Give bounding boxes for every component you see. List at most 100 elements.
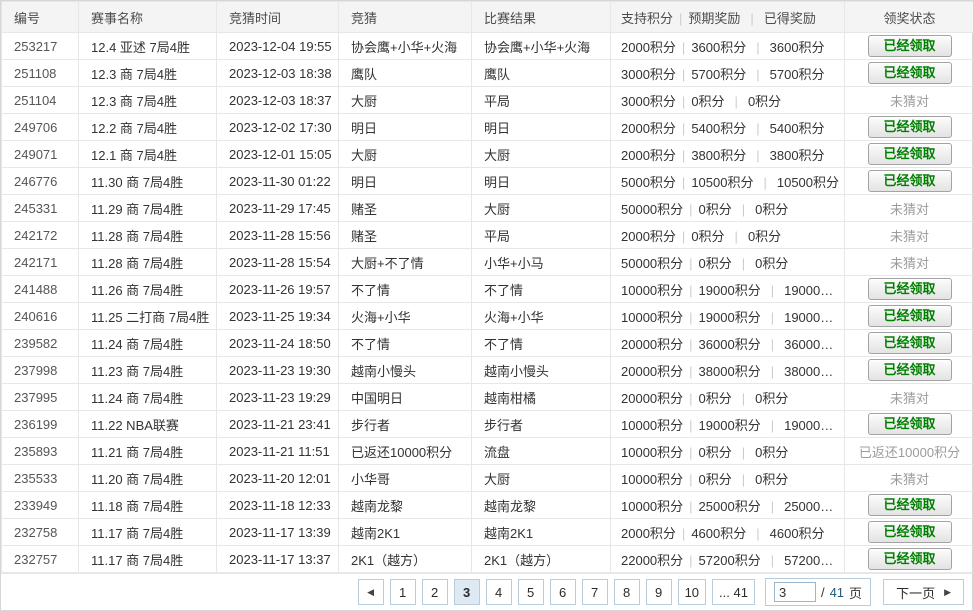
row-support: 50000积分 bbox=[621, 256, 683, 271]
row-time: 2023-12-02 17:30 bbox=[217, 114, 339, 141]
row-points: 2000积分|5400积分|5400积分 bbox=[611, 114, 845, 141]
claim-status-button[interactable]: 已经领取 bbox=[868, 116, 952, 138]
claim-status-button[interactable]: 已经领取 bbox=[868, 62, 952, 84]
prev-arrow-icon: ◀ bbox=[367, 588, 374, 597]
row-result: 鹰队 bbox=[472, 60, 611, 87]
next-page-button[interactable]: 下一页 ▶ bbox=[883, 579, 964, 605]
row-status-cell: 未猜对 bbox=[845, 222, 973, 249]
page-button-8[interactable]: 8 bbox=[614, 579, 640, 605]
table-row: 237995 11.24 商 7局4胜 2023-11-23 19:29 中国明… bbox=[2, 384, 973, 411]
points-separator: | bbox=[689, 472, 692, 487]
row-expected: 0积分 bbox=[699, 202, 732, 217]
page-jump-input[interactable] bbox=[774, 582, 816, 602]
row-expected: 4600积分 bbox=[691, 526, 746, 541]
prev-page-button[interactable]: ◀ bbox=[358, 579, 384, 605]
points-separator: | bbox=[756, 121, 759, 136]
page-button-3[interactable]: 3 bbox=[454, 579, 480, 605]
points-separator: | bbox=[682, 175, 685, 190]
row-status-cell: 已返还10000积分 bbox=[845, 438, 973, 465]
points-separator: | bbox=[742, 472, 745, 487]
points-separator: | bbox=[682, 94, 685, 109]
row-result: 越南小慢头 bbox=[472, 357, 611, 384]
row-expected: 0积分 bbox=[691, 229, 724, 244]
table-row: 249706 12.2 商 7局4胜 2023-12-02 17:30 明日 明… bbox=[2, 114, 973, 141]
row-event: 11.28 商 7局4胜 bbox=[79, 222, 217, 249]
row-points: 10000积分|0积分|0积分 bbox=[611, 465, 845, 492]
points-separator: | bbox=[689, 418, 692, 433]
row-points: 10000积分|25000积分|25000积分 bbox=[611, 492, 845, 519]
page-button-41[interactable]: ... 41 bbox=[712, 579, 755, 605]
row-time: 2023-12-03 18:37 bbox=[217, 87, 339, 114]
claim-status-button[interactable]: 已经领取 bbox=[868, 359, 952, 381]
row-expected: 0积分 bbox=[699, 472, 732, 487]
row-received: 0积分 bbox=[755, 445, 788, 460]
row-expected: 3600积分 bbox=[691, 40, 746, 55]
points-separator: | bbox=[771, 499, 774, 514]
row-status-cell: 未猜对 bbox=[845, 249, 973, 276]
row-id: 245331 bbox=[2, 195, 79, 222]
row-received: 0积分 bbox=[755, 202, 788, 217]
row-received: 0积分 bbox=[755, 256, 788, 271]
row-result: 越南龙黎 bbox=[472, 492, 611, 519]
claim-status-button[interactable]: 已经领取 bbox=[868, 278, 952, 300]
claim-status-button[interactable]: 已经领取 bbox=[868, 413, 952, 435]
page-button-2[interactable]: 2 bbox=[422, 579, 448, 605]
status-text: 未猜对 bbox=[890, 472, 929, 487]
claim-status-button[interactable]: 已经领取 bbox=[868, 35, 952, 57]
claim-status-button[interactable]: 已经领取 bbox=[868, 143, 952, 165]
row-points: 3000积分|5700积分|5700积分 bbox=[611, 60, 845, 87]
points-separator: | bbox=[771, 553, 774, 568]
page-button-7[interactable]: 7 bbox=[582, 579, 608, 605]
points-separator: | bbox=[742, 445, 745, 460]
table-header-row: 编号 赛事名称 竞猜时间 竞猜 比赛结果 支持积分|预期奖励|已得奖励 领奖状态 bbox=[2, 2, 973, 33]
row-status-cell: 已经领取 bbox=[845, 357, 973, 384]
row-id: 242172 bbox=[2, 222, 79, 249]
table-row: 251104 12.3 商 7局4胜 2023-12-03 18:37 大厨 平… bbox=[2, 87, 973, 114]
row-points: 22000积分|57200积分|57200积分 bbox=[611, 546, 845, 573]
row-bet: 明日 bbox=[339, 114, 472, 141]
row-support: 3000积分 bbox=[621, 94, 676, 109]
row-bet: 步行者 bbox=[339, 411, 472, 438]
row-expected: 38000积分 bbox=[699, 364, 761, 379]
points-separator: | bbox=[689, 364, 692, 379]
row-support: 2000积分 bbox=[621, 229, 676, 244]
points-separator: | bbox=[682, 148, 685, 163]
row-expected: 0积分 bbox=[699, 391, 732, 406]
next-page-label: 下一页 bbox=[896, 583, 935, 602]
row-expected: 0积分 bbox=[691, 94, 724, 109]
row-support: 2000积分 bbox=[621, 148, 676, 163]
header-points: 支持积分|预期奖励|已得奖励 bbox=[611, 2, 845, 33]
table-row: 242172 11.28 商 7局4胜 2023-11-28 15:56 赌圣 … bbox=[2, 222, 973, 249]
row-support: 10000积分 bbox=[621, 499, 683, 514]
row-expected: 19000积分 bbox=[699, 418, 761, 433]
points-separator: | bbox=[735, 94, 738, 109]
row-result: 步行者 bbox=[472, 411, 611, 438]
page-button-1[interactable]: 1 bbox=[390, 579, 416, 605]
page-button-6[interactable]: 6 bbox=[550, 579, 576, 605]
row-time: 2023-11-29 17:45 bbox=[217, 195, 339, 222]
claim-status-button[interactable]: 已经领取 bbox=[868, 548, 952, 570]
row-support: 10000积分 bbox=[621, 418, 683, 433]
row-received: 0积分 bbox=[748, 229, 781, 244]
points-separator: | bbox=[682, 229, 685, 244]
row-time: 2023-11-28 15:56 bbox=[217, 222, 339, 249]
row-status-cell: 已经领取 bbox=[845, 60, 973, 87]
page-button-4[interactable]: 4 bbox=[486, 579, 512, 605]
claim-status-button[interactable]: 已经领取 bbox=[868, 332, 952, 354]
claim-status-button[interactable]: 已经领取 bbox=[868, 170, 952, 192]
claim-status-button[interactable]: 已经领取 bbox=[868, 494, 952, 516]
points-separator: | bbox=[689, 283, 692, 298]
row-bet: 越南2K1 bbox=[339, 519, 472, 546]
header-bet: 竞猜 bbox=[339, 2, 472, 33]
page-button-10[interactable]: 10 bbox=[678, 579, 706, 605]
page-button-9[interactable]: 9 bbox=[646, 579, 672, 605]
page-button-5[interactable]: 5 bbox=[518, 579, 544, 605]
row-result: 明日 bbox=[472, 114, 611, 141]
row-bet: 越南龙黎 bbox=[339, 492, 472, 519]
claim-status-button[interactable]: 已经领取 bbox=[868, 521, 952, 543]
claim-status-button[interactable]: 已经领取 bbox=[868, 305, 952, 327]
row-bet: 不了情 bbox=[339, 330, 472, 357]
header-time: 竞猜时间 bbox=[217, 2, 339, 33]
table-row: 241488 11.26 商 7局4胜 2023-11-26 19:57 不了情… bbox=[2, 276, 973, 303]
row-support: 10000积分 bbox=[621, 472, 683, 487]
